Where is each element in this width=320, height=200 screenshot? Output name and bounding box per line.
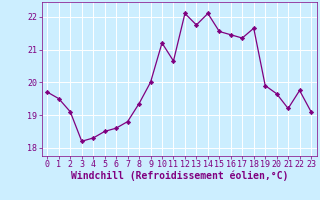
X-axis label: Windchill (Refroidissement éolien,°C): Windchill (Refroidissement éolien,°C) — [70, 171, 288, 181]
